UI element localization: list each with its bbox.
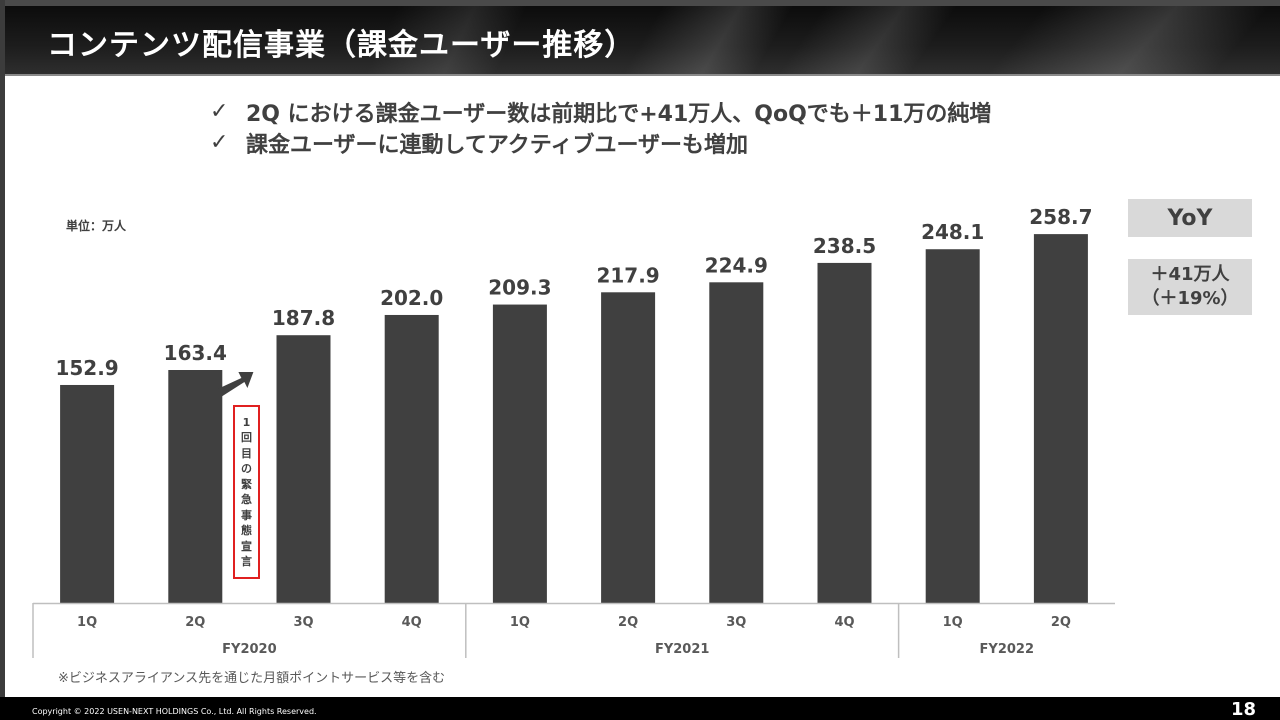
bullet-item: ✓ 2Q における課金ユーザー数は前期比で+41万人、QoQでも＋11万の純増	[210, 96, 991, 127]
event-annotation-char: 言	[241, 555, 252, 568]
x-tick-label: 4Q	[402, 615, 422, 630]
yoy-value-line1: ＋41万人	[1150, 264, 1230, 285]
x-tick-label: 2Q	[1051, 615, 1071, 630]
yoy-label: YoY	[1128, 199, 1252, 237]
check-icon: ✓	[210, 130, 229, 155]
arrow-icon	[215, 372, 254, 398]
bar	[384, 314, 439, 603]
bar	[709, 282, 764, 603]
event-annotation-char: 緊	[241, 477, 252, 491]
event-annotation-char: 事	[241, 508, 252, 522]
data-label: 224.9	[705, 253, 768, 277]
x-group-label: FY2022	[980, 642, 1034, 657]
left-border	[0, 0, 5, 720]
page-number: 18	[1230, 699, 1256, 720]
bar	[168, 370, 223, 603]
check-icon: ✓	[210, 99, 229, 124]
header-banner: コンテンツ配信事業（課金ユーザー推移）	[5, 6, 1280, 76]
x-tick-label: 1Q	[77, 615, 97, 630]
summary-bullets: ✓ 2Q における課金ユーザー数は前期比で+41万人、QoQでも＋11万の純増 …	[210, 96, 991, 158]
event-annotation-char: の	[241, 462, 252, 475]
bar	[492, 304, 547, 603]
bullet-text: 2Q における課金ユーザー数は前期比で+41万人、QoQでも＋11万の純増	[246, 101, 992, 127]
x-group-label: FY2021	[655, 642, 709, 657]
bar	[817, 262, 872, 603]
data-label: 238.5	[813, 234, 876, 258]
data-label: 209.3	[488, 276, 551, 300]
data-label: 248.1	[921, 220, 984, 244]
bar	[60, 384, 115, 603]
event-annotation-char: 急	[241, 493, 252, 506]
copyright-text: Copyright © 2022 USEN-NEXT HOLDINGS Co.,…	[32, 707, 317, 716]
top-border	[0, 0, 1280, 6]
bar	[1033, 234, 1088, 603]
x-group-label: FY2020	[222, 642, 276, 657]
x-tick-label: 2Q	[185, 615, 205, 630]
x-tick-label: 1Q	[510, 615, 530, 630]
event-annotation-char: 目	[241, 446, 252, 460]
yoy-value-line2: （＋19%）	[1141, 288, 1239, 309]
data-label: 217.9	[596, 263, 659, 287]
x-tick-label: 1Q	[943, 615, 963, 630]
bullet-text: 課金ユーザーに連動してアクティブユーザーも増加	[246, 132, 749, 158]
bullet-item: ✓ 課金ユーザーに連動してアクティブユーザーも増加	[210, 127, 991, 158]
x-tick-label: 4Q	[834, 615, 854, 630]
bar	[276, 335, 331, 603]
event-annotation-char: 回	[241, 431, 252, 444]
footer-bar	[0, 697, 1280, 720]
event-annotation-char: 態	[241, 524, 252, 537]
data-label: 163.4	[164, 341, 227, 365]
event-annotation-char: 1	[242, 415, 251, 429]
data-label: 202.0	[380, 286, 443, 310]
page-title: コンテンツ配信事業（課金ユーザー推移）	[47, 28, 636, 63]
event-annotation-box: 1 回目の緊急事態宣言	[233, 405, 260, 579]
bar	[601, 292, 656, 603]
bar	[925, 249, 980, 603]
x-tick-label: 3Q	[726, 615, 746, 630]
event-annotation-char: 宣	[241, 539, 252, 553]
data-label: 258.7	[1029, 205, 1092, 229]
data-label: 187.8	[272, 306, 335, 330]
unit-label: 単位：万人	[66, 219, 127, 233]
x-tick-label: 3Q	[293, 615, 313, 630]
data-label: 152.9	[55, 356, 118, 380]
yoy-value: ＋41万人 （＋19%）	[1128, 259, 1252, 315]
footnote: ※ビジネスアライアンス先を通じた月額ポイントサービス等を含む	[58, 671, 446, 686]
x-tick-label: 2Q	[618, 615, 638, 630]
